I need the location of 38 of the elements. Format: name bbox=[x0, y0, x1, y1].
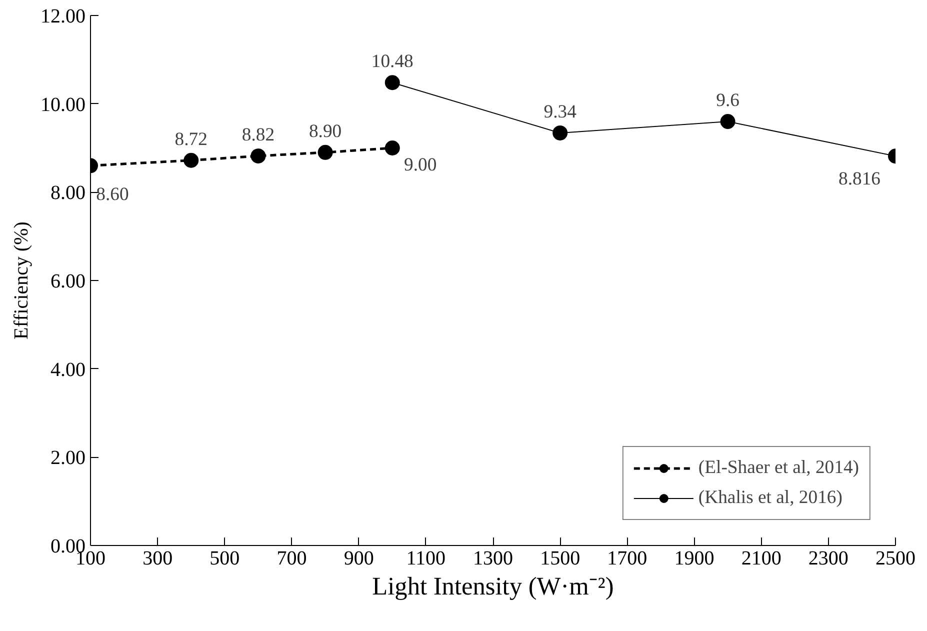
data-label: 9.00 bbox=[404, 154, 437, 176]
point bbox=[184, 152, 199, 168]
point bbox=[552, 125, 568, 140]
x-tick-label: 2100 bbox=[741, 548, 782, 570]
x-tick-label: 1700 bbox=[607, 548, 648, 570]
data-label: 8.816 bbox=[838, 168, 880, 190]
legend-label: (El-Shaer et al, 2014) bbox=[698, 457, 859, 479]
point bbox=[384, 75, 400, 90]
data-label: 8.72 bbox=[174, 128, 208, 150]
y-tick-label: 12.00 bbox=[40, 6, 86, 28]
data-label: 8.90 bbox=[308, 120, 342, 142]
x-tick-label: 1300 bbox=[473, 548, 513, 570]
point bbox=[720, 114, 736, 129]
x-tick-label: 900 bbox=[344, 548, 374, 570]
x-tick-label: 300 bbox=[142, 548, 173, 570]
y-tick-label: 2.00 bbox=[50, 447, 86, 470]
y-tick-label: 8.00 bbox=[50, 182, 86, 204]
y-tick-label: 10.00 bbox=[40, 94, 86, 116]
data-label: 10.48 bbox=[371, 51, 414, 72]
x-tick-label: 2500 bbox=[876, 548, 916, 570]
data-label: 9.34 bbox=[544, 101, 578, 122]
x-tick-label: 1100 bbox=[406, 548, 446, 570]
x-axis-title: Light Intensity (W·m⁻²) bbox=[372, 572, 614, 600]
data-label: 8.60 bbox=[96, 184, 129, 206]
point bbox=[384, 140, 400, 156]
y-axis-title: Efficiency (%) bbox=[10, 222, 32, 340]
point bbox=[318, 144, 333, 160]
x-tick-label: 700 bbox=[276, 548, 307, 570]
y-tick-label: 4.00 bbox=[50, 358, 86, 381]
x-tick-label: 1500 bbox=[540, 548, 580, 570]
data-label: 8.82 bbox=[242, 124, 275, 146]
x-tick-label: 1900 bbox=[674, 548, 714, 570]
point bbox=[250, 148, 266, 164]
y-tick-label: 6.00 bbox=[50, 270, 86, 292]
legend-label: (Khalis et al, 2016) bbox=[698, 487, 842, 509]
x-tick-label: 500 bbox=[210, 548, 240, 570]
data-label: 9.6 bbox=[716, 90, 740, 111]
x-tick-label: 2300 bbox=[808, 548, 848, 570]
